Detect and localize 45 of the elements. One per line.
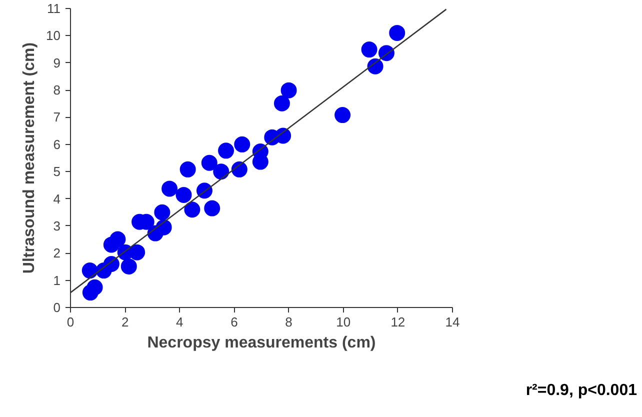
point	[184, 202, 200, 218]
point	[162, 180, 178, 197]
text: r²=0.9, p<0.001	[526, 381, 637, 401]
point	[86, 279, 103, 296]
y-tick-label: 4	[53, 191, 61, 206]
point	[280, 82, 297, 98]
y-tick-label: 8	[53, 82, 61, 98]
x-tick-label: 6	[230, 314, 238, 330]
x-tick-label: 0	[66, 314, 74, 330]
point	[218, 142, 234, 159]
x-tick-label: 12	[390, 314, 406, 330]
point	[110, 231, 126, 248]
x-tick-label: 10	[336, 314, 351, 330]
point	[367, 58, 384, 74]
y-tick-label: 7	[53, 110, 61, 125]
y-tick-label: 0	[53, 300, 61, 315]
x-tick-label: 4	[176, 314, 184, 330]
point	[204, 200, 220, 216]
x-tick-label: 2	[121, 314, 129, 330]
point	[156, 219, 172, 236]
point	[180, 161, 196, 178]
x-axis-title: Necropsy measurements (cm)	[147, 334, 376, 352]
y-tick-label: 6	[53, 136, 61, 152]
point	[234, 136, 250, 152]
y-tick-label: 5	[53, 164, 61, 180]
point	[274, 95, 290, 112]
y-axis-title: Ultrasound measurement (cm)	[21, 42, 38, 274]
point	[389, 24, 406, 41]
x-tick-label: 14	[445, 314, 460, 330]
y-tick-label: 2	[53, 246, 61, 261]
point	[176, 186, 192, 203]
x-tick-label: 8	[285, 314, 292, 330]
point	[120, 258, 137, 274]
point	[154, 204, 170, 220]
point	[361, 42, 378, 58]
y-tick-label: 9	[53, 55, 61, 70]
y-tick-label: 3	[53, 218, 61, 234]
point	[334, 107, 351, 124]
point	[231, 161, 248, 178]
y-tick-label: 11	[47, 1, 61, 16]
y-tick-label: 1	[53, 272, 61, 288]
point	[129, 244, 146, 260]
point	[201, 154, 218, 171]
y-tick-label: 10	[46, 28, 61, 44]
point	[213, 164, 230, 180]
